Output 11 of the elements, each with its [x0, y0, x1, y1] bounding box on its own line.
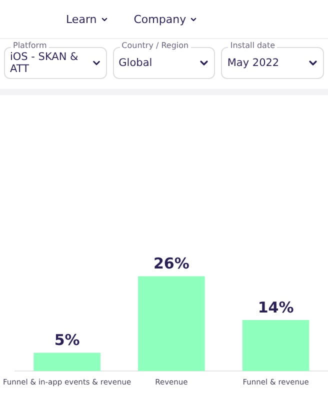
text: Global [118, 57, 152, 69]
text: Platform [11, 41, 49, 50]
data-label: 14% [258, 298, 294, 316]
data-label: 26% [153, 254, 190, 273]
text: Learn [66, 12, 97, 26]
text: Install date [228, 41, 278, 50]
text: Company [134, 12, 186, 26]
text: Country / Region [120, 41, 191, 50]
text: May 2022 [227, 57, 280, 69]
data-label: 5% [54, 331, 80, 350]
text: iOS - SKAN & ATT [10, 51, 80, 75]
